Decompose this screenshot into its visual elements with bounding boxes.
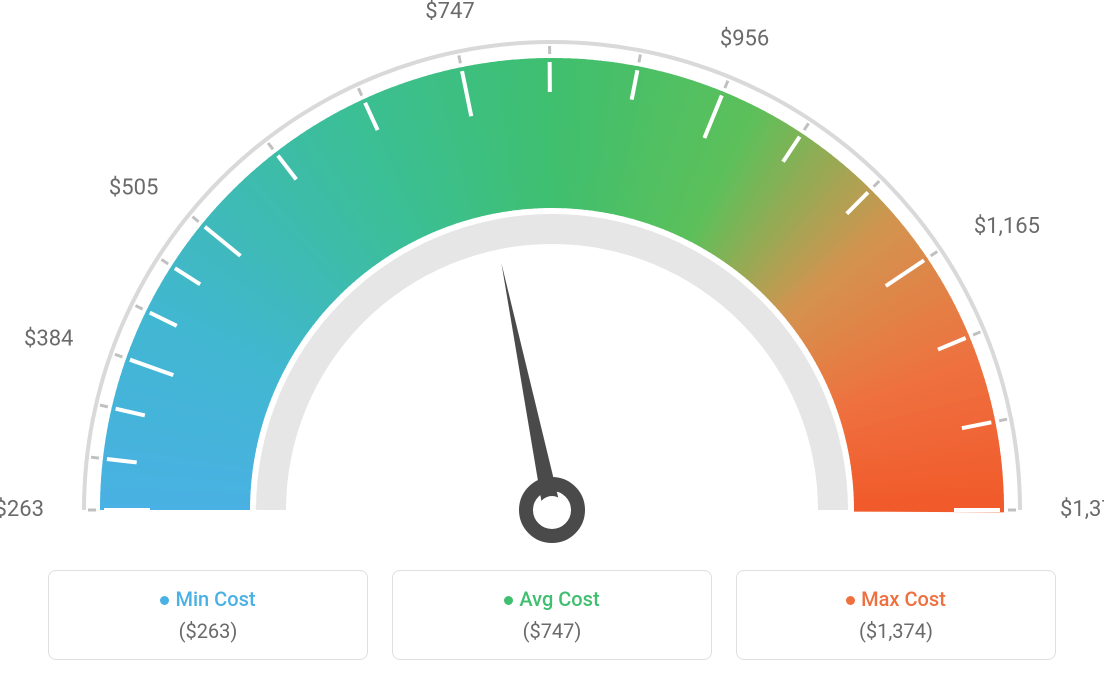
svg-text:$1,374: $1,374 xyxy=(1060,497,1104,522)
legend-label-avg: Avg Cost xyxy=(519,587,599,611)
svg-text:$1,165: $1,165 xyxy=(974,214,1040,239)
legend-dot-avg xyxy=(504,596,513,605)
gauge-chart: $263 $384 $505 $747 $956 $1,165 $1,374 xyxy=(0,0,1104,560)
legend-card-max: Max Cost ($1,374) xyxy=(736,570,1056,660)
svg-text:$384: $384 xyxy=(24,326,73,351)
legend-row: Min Cost ($263) Avg Cost ($747) Max Cost… xyxy=(0,570,1104,660)
legend-label-max: Max Cost xyxy=(861,587,946,611)
legend-card-min: Min Cost ($263) xyxy=(48,570,368,660)
legend-title-max: Max Cost xyxy=(757,587,1035,611)
svg-text:$747: $747 xyxy=(425,0,474,24)
legend-title-avg: Avg Cost xyxy=(413,587,691,611)
legend-dot-max xyxy=(846,596,855,605)
svg-text:$263: $263 xyxy=(0,497,44,522)
gauge-svg: $263 $384 $505 $747 $956 $1,165 $1,374 xyxy=(0,0,1104,560)
legend-value-max: ($1,374) xyxy=(757,619,1035,643)
legend-card-avg: Avg Cost ($747) xyxy=(392,570,712,660)
svg-text:$505: $505 xyxy=(109,176,158,201)
legend-value-min: ($263) xyxy=(69,619,347,643)
legend-dot-min xyxy=(160,596,169,605)
legend-value-avg: ($747) xyxy=(413,619,691,643)
svg-text:$956: $956 xyxy=(720,27,769,52)
legend-title-min: Min Cost xyxy=(69,587,347,611)
legend-label-min: Min Cost xyxy=(175,587,255,611)
